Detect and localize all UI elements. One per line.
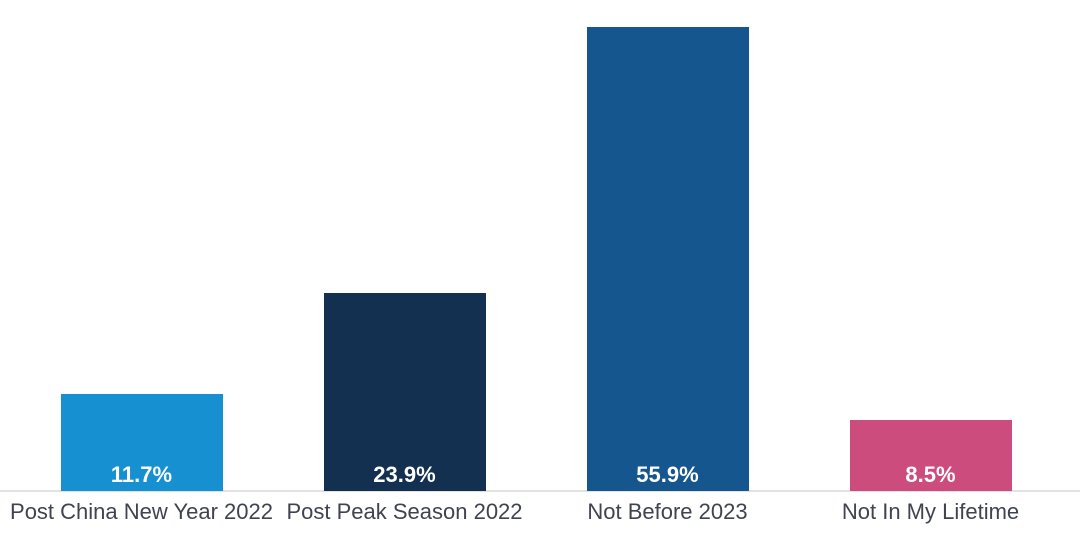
category-label: Post Peak Season 2022 bbox=[286, 499, 523, 524]
category-label: Post China New Year 2022 bbox=[10, 499, 273, 524]
category-label: Not In My Lifetime bbox=[841, 499, 1020, 524]
plot-area: 11.7% 23.9% 55.9% 8.5% bbox=[10, 0, 1062, 491]
category-axis-labels: Post China New Year 2022 Post Peak Season… bbox=[10, 499, 1062, 525]
bar-value-label: 23.9% bbox=[373, 462, 436, 487]
category-label: Not Before 2023 bbox=[587, 499, 748, 524]
bar-value-label: 11.7% bbox=[110, 462, 173, 487]
bar-group: 8.5% bbox=[799, 0, 1062, 491]
bar-value-label: 55.9% bbox=[636, 462, 699, 487]
bar: 23.9% bbox=[323, 292, 486, 491]
bar: 11.7% bbox=[60, 393, 223, 491]
bar-group: 23.9% bbox=[273, 0, 536, 491]
bar-value-label: 8.5% bbox=[905, 462, 956, 487]
bar-group: 55.9% bbox=[536, 0, 799, 491]
x-axis-line bbox=[0, 490, 1080, 492]
bar-group: 11.7% bbox=[10, 0, 273, 491]
bar: 8.5% bbox=[849, 420, 1012, 491]
bar: 55.9% bbox=[586, 27, 749, 491]
